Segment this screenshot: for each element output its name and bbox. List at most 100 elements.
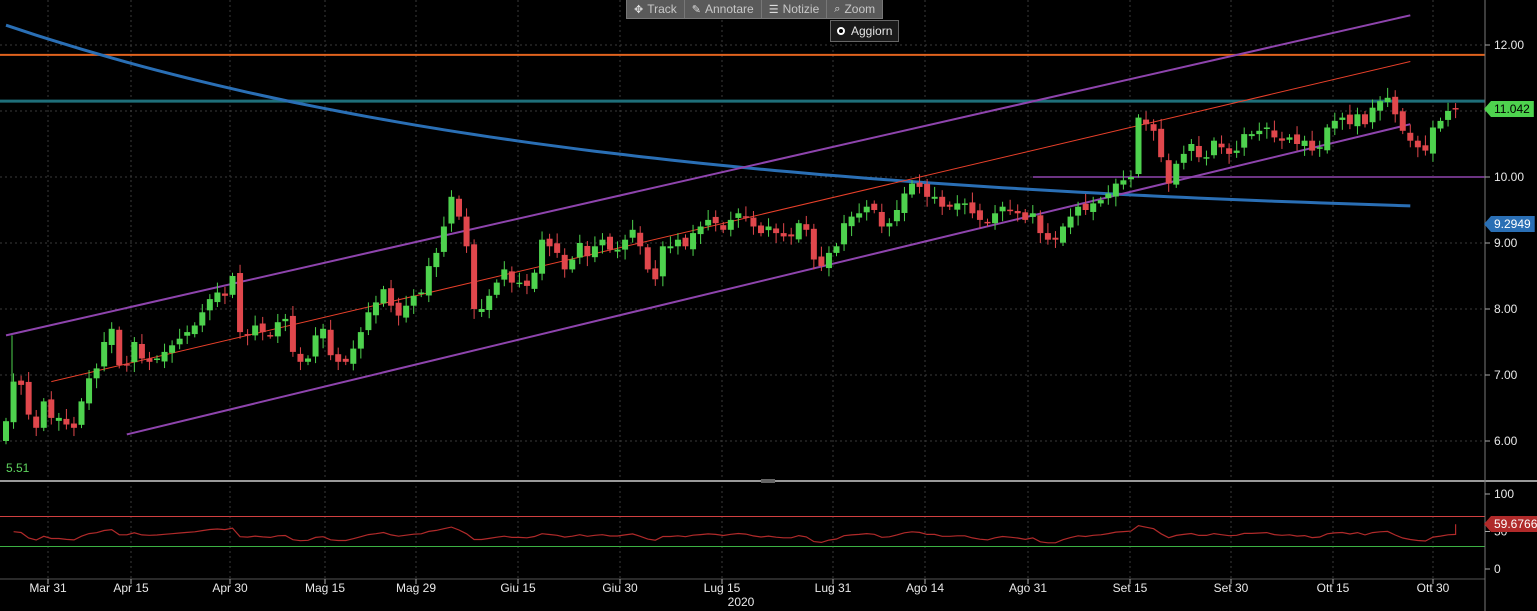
- candle: [539, 231, 546, 281]
- candle: [1354, 107, 1361, 135]
- candle-body: [742, 216, 749, 218]
- candle: [591, 236, 598, 263]
- candle-body: [1452, 108, 1459, 110]
- candle: [108, 322, 115, 354]
- candle-body: [1150, 124, 1157, 131]
- candle-body: [810, 228, 817, 260]
- candle-body: [961, 203, 968, 205]
- ind-y-tick-label: 100: [1494, 487, 1514, 501]
- candle-body: [380, 289, 387, 304]
- candle: [161, 343, 168, 369]
- candle: [1173, 160, 1180, 188]
- candle-body: [1271, 130, 1278, 138]
- candle: [1263, 122, 1270, 139]
- rsi-line: [13, 524, 1457, 544]
- candle: [924, 178, 931, 207]
- candle-body: [803, 224, 810, 230]
- candle: [154, 355, 160, 364]
- candle-body: [342, 358, 349, 362]
- pencil-icon: ✎: [691, 3, 701, 16]
- candle-body: [976, 210, 983, 220]
- candle: [1218, 135, 1225, 154]
- candle-body: [1354, 114, 1361, 127]
- candle-body: [969, 202, 976, 214]
- candle: [652, 260, 659, 286]
- candle-body: [939, 196, 946, 207]
- candle-body: [750, 217, 757, 227]
- candle: [463, 208, 470, 253]
- candle: [999, 201, 1006, 222]
- candle: [372, 295, 379, 324]
- candle-body: [727, 219, 734, 230]
- candle: [735, 208, 742, 228]
- candle-body: [1362, 114, 1368, 125]
- candle-body: [954, 203, 961, 210]
- candle-body: [388, 288, 395, 306]
- y-tick-label: 10.00: [1494, 170, 1524, 184]
- candle: [758, 222, 764, 237]
- news-button[interactable]: ☰ Notizie: [762, 0, 828, 18]
- candle: [659, 241, 666, 287]
- candle-body: [818, 256, 825, 267]
- candle: [101, 332, 108, 372]
- candle: [727, 211, 734, 237]
- candle-body: [486, 295, 493, 310]
- candle-body: [1105, 193, 1112, 199]
- candle: [1362, 111, 1368, 128]
- candle-body: [1173, 163, 1180, 185]
- candle-body: [652, 268, 659, 280]
- candle: [629, 219, 636, 243]
- candle: [131, 337, 138, 373]
- candle: [1324, 124, 1331, 154]
- candle: [478, 299, 485, 317]
- candle-body: [229, 276, 236, 295]
- candle: [1233, 140, 1240, 158]
- candle: [252, 315, 259, 341]
- candle-body: [320, 328, 327, 339]
- candle-body: [576, 243, 583, 258]
- candle: [644, 243, 651, 273]
- x-tick-label: Lug 31: [815, 581, 852, 595]
- candle: [176, 328, 183, 350]
- candle: [440, 216, 447, 257]
- candle-body: [1029, 213, 1036, 217]
- candle-body: [712, 216, 719, 224]
- candle-body: [191, 325, 198, 335]
- candle-body: [1195, 145, 1202, 158]
- candle-body: [259, 323, 266, 333]
- zoom-button[interactable]: ⌕ Zoom: [834, 2, 876, 16]
- x-tick-label: Apr 30: [212, 581, 248, 595]
- candle-body: [659, 246, 666, 277]
- candle-body: [554, 243, 561, 253]
- candle-body: [146, 358, 153, 362]
- candle: [674, 233, 681, 255]
- rsi-value-flag: 59.6766: [1484, 516, 1537, 532]
- candle: [1044, 223, 1051, 245]
- candle-body: [863, 206, 870, 213]
- candle-body: [1392, 96, 1399, 115]
- candle: [1188, 139, 1195, 161]
- candle-body: [516, 282, 523, 285]
- candle: [63, 408, 70, 430]
- candle-body: [1044, 233, 1051, 240]
- candle: [1256, 122, 1263, 141]
- candle: [720, 221, 727, 234]
- candle-body: [1060, 226, 1066, 243]
- candle: [931, 186, 938, 204]
- candle-body: [1120, 180, 1127, 185]
- annotate-button[interactable]: ✎ Annotare: [685, 0, 762, 18]
- candle-body: [448, 196, 455, 224]
- candle: [825, 246, 832, 277]
- candle: [357, 327, 364, 359]
- candle: [259, 316, 266, 341]
- candle: [637, 226, 644, 255]
- candle: [40, 398, 47, 432]
- candle: [561, 248, 568, 278]
- candle: [1037, 210, 1044, 243]
- candle-body: [1158, 128, 1165, 158]
- candle-body: [1082, 203, 1089, 210]
- track-button[interactable]: ✥ Track: [627, 0, 685, 18]
- refresh-button[interactable]: Aggiorn: [830, 20, 900, 42]
- candle: [871, 200, 878, 214]
